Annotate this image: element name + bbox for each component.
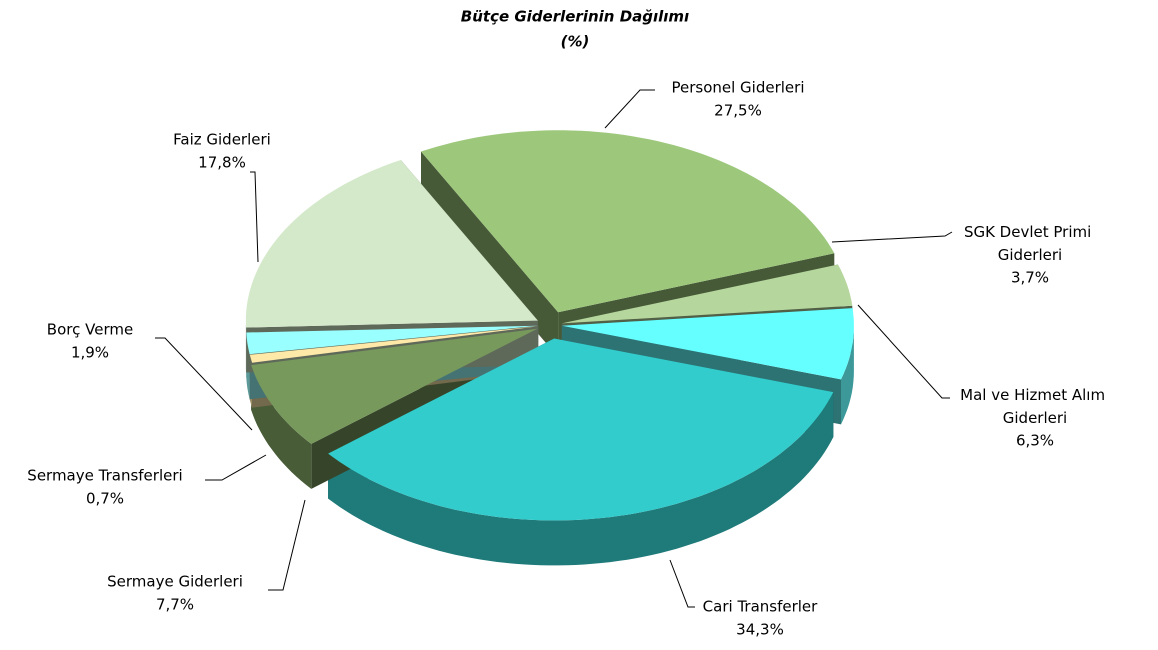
- leader-line: [669, 559, 695, 608]
- leader-line: [205, 454, 267, 481]
- leader-line: [857, 304, 950, 399]
- slice-tops: [245, 130, 854, 521]
- slice: [249, 326, 539, 363]
- leader-line: [268, 499, 306, 591]
- category-label: Mal ve Hizmet Alım Giderleri: [960, 386, 1110, 427]
- category-label: Sermaye Transferleri: [27, 467, 182, 485]
- slice: [246, 325, 539, 355]
- chart-subtitle: (%): [561, 33, 590, 51]
- value-label: 17,8%: [198, 154, 246, 172]
- value-label: 6,3%: [1016, 432, 1054, 450]
- slice-outer-wall: [251, 365, 312, 489]
- slice: [251, 328, 538, 444]
- category-label: SGK Devlet Primi Giderleri: [964, 223, 1096, 264]
- value-label: 0,7%: [86, 490, 124, 508]
- slice-outer-wall: [841, 325, 854, 425]
- slice: [421, 130, 835, 313]
- category-label: Borç Verme: [47, 321, 133, 339]
- leader-line: [250, 171, 259, 263]
- category-label: Sermaye Giderleri: [107, 573, 243, 591]
- value-label: 1,9%: [71, 344, 109, 362]
- value-label: 34,3%: [736, 621, 784, 639]
- leader-line: [831, 231, 953, 243]
- leader-line: [155, 337, 253, 431]
- slice: [561, 308, 854, 380]
- chart-title: Bütçe Giderlerinin Dağılımı: [461, 8, 689, 26]
- slice: [328, 338, 834, 521]
- slice-outer-wall: [328, 392, 834, 566]
- labels: Personel Giderleri 27,5% SGK Devlet Primi …: [27, 79, 1110, 639]
- value-label: 3,7%: [1011, 269, 1049, 287]
- leader-line: [604, 89, 655, 129]
- value-label: 7,7%: [156, 596, 194, 614]
- slice: [561, 264, 853, 324]
- category-label: Cari Transferler: [703, 598, 818, 616]
- category-label: Faiz Giderleri: [173, 131, 271, 149]
- category-label: Personel Giderleri: [671, 79, 804, 97]
- slice: [245, 160, 538, 328]
- value-label: 27,5%: [714, 102, 762, 120]
